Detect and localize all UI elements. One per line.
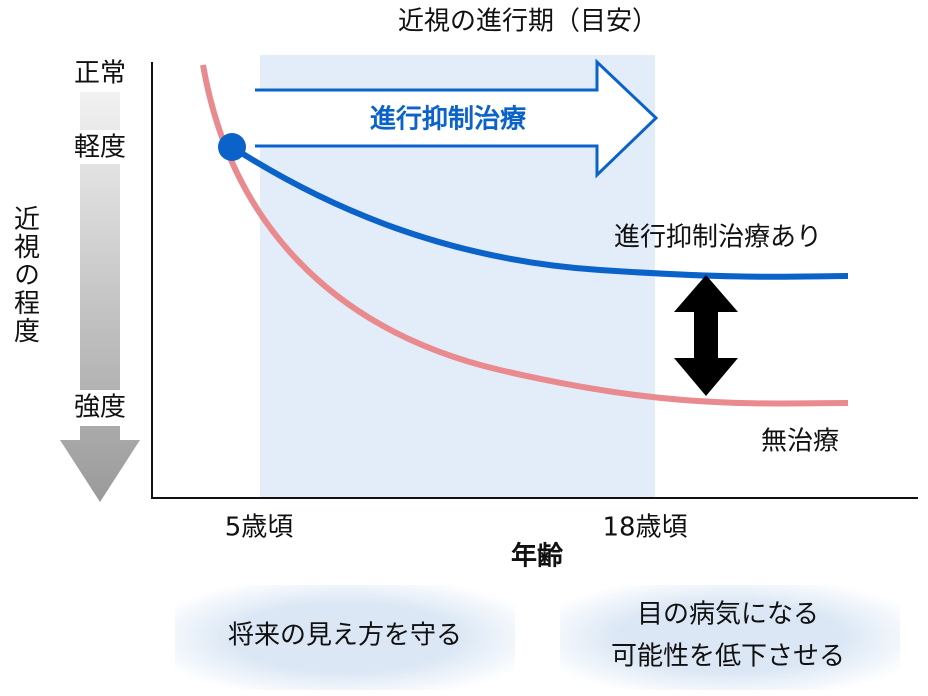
start-dot (218, 133, 246, 161)
level-label: 正常 (74, 59, 126, 89)
no-treatment-curve (200, 64, 849, 407)
arrow-label: 進行抑制治療 (370, 104, 527, 135)
label-bg (66, 130, 134, 164)
note-box (175, 585, 515, 690)
x-tick-label: 5歳頃 (225, 513, 294, 543)
label-bg (66, 390, 134, 426)
note-box (560, 585, 900, 690)
level-label: 強度 (74, 393, 126, 423)
treatment-curve (230, 144, 849, 280)
curve-label: 無治療 (761, 427, 839, 457)
note: 将来の見え方を守る (228, 621, 462, 651)
x-axis-label: 年齢 (511, 541, 563, 572)
level-label: 軽度 (74, 133, 126, 163)
note: 可能性を低下させる (611, 642, 845, 672)
title: 近視の進行期（目安） (398, 7, 658, 37)
label-bg (66, 58, 134, 92)
x-tick-label: 18歳頃 (602, 513, 687, 543)
y-axis-label: 近視の程度 (10, 205, 40, 345)
note: 目の病気になる (637, 600, 819, 630)
difference-arrow (674, 275, 738, 396)
treatment-arrow (255, 58, 659, 179)
curve-label: 進行抑制治療あり (614, 223, 822, 253)
